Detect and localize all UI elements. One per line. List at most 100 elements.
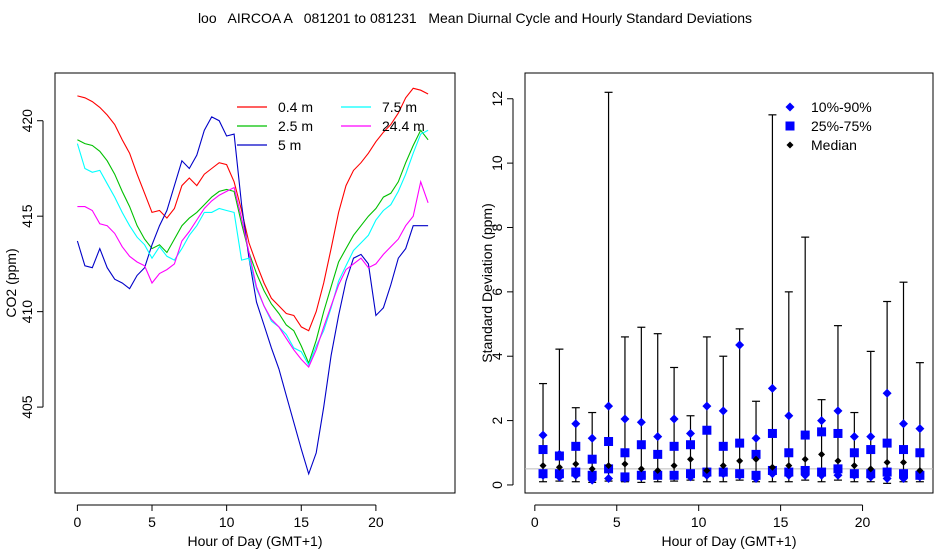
median-point <box>752 455 760 463</box>
median-point <box>686 455 694 463</box>
p90-point <box>620 414 630 424</box>
p25-point <box>685 469 695 479</box>
right-y-tick-label: 0 <box>489 481 505 489</box>
right-x-tick-label: 15 <box>773 514 789 530</box>
p75-point <box>636 440 646 450</box>
p25-point <box>866 469 876 479</box>
p90-point <box>751 433 761 443</box>
left-x-tick-label: 0 <box>73 514 81 530</box>
legend-marker-diamond <box>785 102 795 112</box>
legend-label: 25%-75% <box>811 118 872 134</box>
right-y-tick-label: 2 <box>489 416 505 424</box>
median-point <box>539 462 547 470</box>
right-x-tick-label: 10 <box>691 514 707 530</box>
right-y-axis-label: Standard Deviation (ppm) <box>479 203 495 363</box>
median-point <box>719 462 727 470</box>
median-point <box>670 462 678 470</box>
p75-point <box>554 451 564 461</box>
right-y-tick-label: 12 <box>489 91 505 107</box>
p75-point <box>620 448 630 458</box>
p75-point <box>751 449 761 459</box>
p75-point <box>800 430 810 440</box>
p75-point <box>915 448 925 458</box>
right-y-tick-label: 4 <box>489 352 505 360</box>
right-x-tick-label: 0 <box>531 514 539 530</box>
left-x-axis-label: Hour of Day (GMT+1) <box>188 533 323 549</box>
left-y-tick-label: 415 <box>19 204 35 228</box>
p75-point <box>587 454 597 464</box>
p25-point <box>636 470 646 480</box>
p90-point <box>718 406 728 416</box>
p90-point <box>784 411 794 421</box>
p75-point <box>833 428 843 438</box>
legend-label: 5 m <box>278 137 301 153</box>
legend-marker-diamond <box>786 141 794 149</box>
left-y-axis-label: CO2 (ppm) <box>3 248 19 317</box>
median-point <box>621 460 629 468</box>
p25-point <box>669 470 679 480</box>
p90-point <box>538 430 548 440</box>
p75-point <box>784 448 794 458</box>
median-point <box>883 458 891 466</box>
p90-point <box>735 340 745 350</box>
p25-point <box>833 464 843 474</box>
right-y-tick-label: 8 <box>489 223 505 231</box>
median-point <box>900 458 908 466</box>
series-line-24-4-m <box>77 179 429 368</box>
right-x-tick-label: 5 <box>613 514 621 530</box>
legend-label: 0.4 m <box>278 99 313 115</box>
p90-point <box>915 424 925 434</box>
p90-point <box>817 416 827 426</box>
median-point <box>703 466 711 474</box>
series-line-7-5-m <box>76 129 429 367</box>
legend-label: 24.4 m <box>382 118 425 134</box>
median-point <box>867 465 875 473</box>
left-x-tick-label: 20 <box>368 514 384 530</box>
p75-point <box>571 441 581 451</box>
p25-point <box>784 467 794 477</box>
p90-point <box>702 401 712 411</box>
p25-point <box>800 465 810 475</box>
p90-point <box>653 432 663 442</box>
legend-label: 2.5 m <box>278 118 313 134</box>
series-line-2-5-m <box>77 129 429 365</box>
left-x-tick-label: 5 <box>148 514 156 530</box>
p90-point <box>636 417 646 427</box>
median-point <box>850 462 858 470</box>
series-line-5-m <box>76 116 429 476</box>
p25-point <box>571 467 581 477</box>
left-x-tick-label: 10 <box>219 514 235 530</box>
legend-label: 7.5 m <box>382 99 417 115</box>
p75-point <box>882 438 892 448</box>
p75-point <box>899 445 909 455</box>
p75-point <box>538 445 548 455</box>
right-plot-frame <box>524 72 934 494</box>
legend-label: Median <box>811 137 857 153</box>
p75-point <box>669 441 679 451</box>
median-point <box>768 463 776 471</box>
p75-point <box>817 427 827 437</box>
series-line-0-4-m <box>77 87 429 332</box>
left-y-tick-label: 410 <box>19 300 35 324</box>
right-x-tick-label: 20 <box>855 514 871 530</box>
left-y-tick-label: 420 <box>19 109 35 133</box>
p75-point <box>685 440 695 450</box>
p25-point <box>653 470 663 480</box>
left-y-tick-label: 405 <box>19 395 35 419</box>
p90-point <box>882 388 892 398</box>
p90-point <box>604 401 614 411</box>
p25-point <box>882 467 892 477</box>
p90-point <box>685 428 695 438</box>
p10-point <box>604 474 614 484</box>
p90-point <box>866 432 876 442</box>
right-x-axis-label: Hour of Day (GMT+1) <box>662 533 797 549</box>
median-point <box>654 466 662 474</box>
p25-point <box>554 469 564 479</box>
left-x-tick-label: 15 <box>293 514 309 530</box>
median-point <box>785 462 793 470</box>
p90-point <box>849 432 859 442</box>
p25-point <box>817 467 827 477</box>
p75-point <box>718 441 728 451</box>
